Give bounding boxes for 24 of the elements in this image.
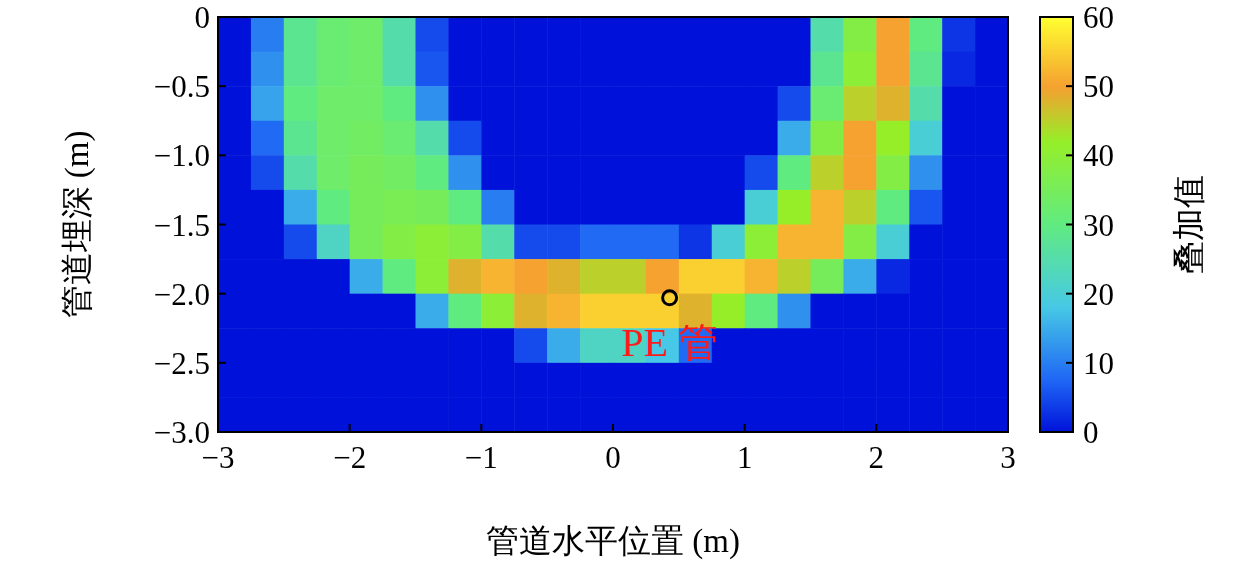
color-bar-label: 10 bbox=[1083, 345, 1114, 381]
color-bar-label: 20 bbox=[1083, 276, 1114, 312]
color-bar-label: 0 bbox=[1083, 415, 1099, 450]
y-tick-label: −2.0 bbox=[153, 276, 210, 312]
y-tick-label: −2.5 bbox=[153, 345, 210, 381]
x-tick-label: 3 bbox=[1000, 440, 1016, 475]
x-tick-label: 0 bbox=[605, 440, 621, 475]
x-tick-label: 2 bbox=[868, 440, 885, 475]
y-tick-label: −1.0 bbox=[153, 138, 210, 174]
x-tick-label: 1 bbox=[736, 440, 753, 475]
color-bar-label: 30 bbox=[1083, 207, 1114, 243]
annotation: PE 管 bbox=[621, 289, 718, 365]
color-bar-label: 50 bbox=[1083, 69, 1114, 105]
color-bar-label: 40 bbox=[1083, 138, 1114, 174]
x-tick-label: −2 bbox=[333, 440, 367, 475]
color-bar-title: 叠加值 bbox=[1171, 175, 1207, 274]
y-tick-label: 0 bbox=[194, 0, 210, 35]
y-axis-title: 管道埋深 (m) bbox=[59, 130, 96, 319]
x-axis-title: 管道水平位置 (m) bbox=[486, 523, 740, 560]
color-bar-label: 60 bbox=[1083, 0, 1114, 35]
y-tick-label: −0.5 bbox=[153, 69, 210, 105]
y-tick-label: −1.5 bbox=[153, 207, 210, 243]
x-tick-label: −1 bbox=[464, 440, 498, 475]
annotation: PE 管 bbox=[621, 319, 718, 365]
